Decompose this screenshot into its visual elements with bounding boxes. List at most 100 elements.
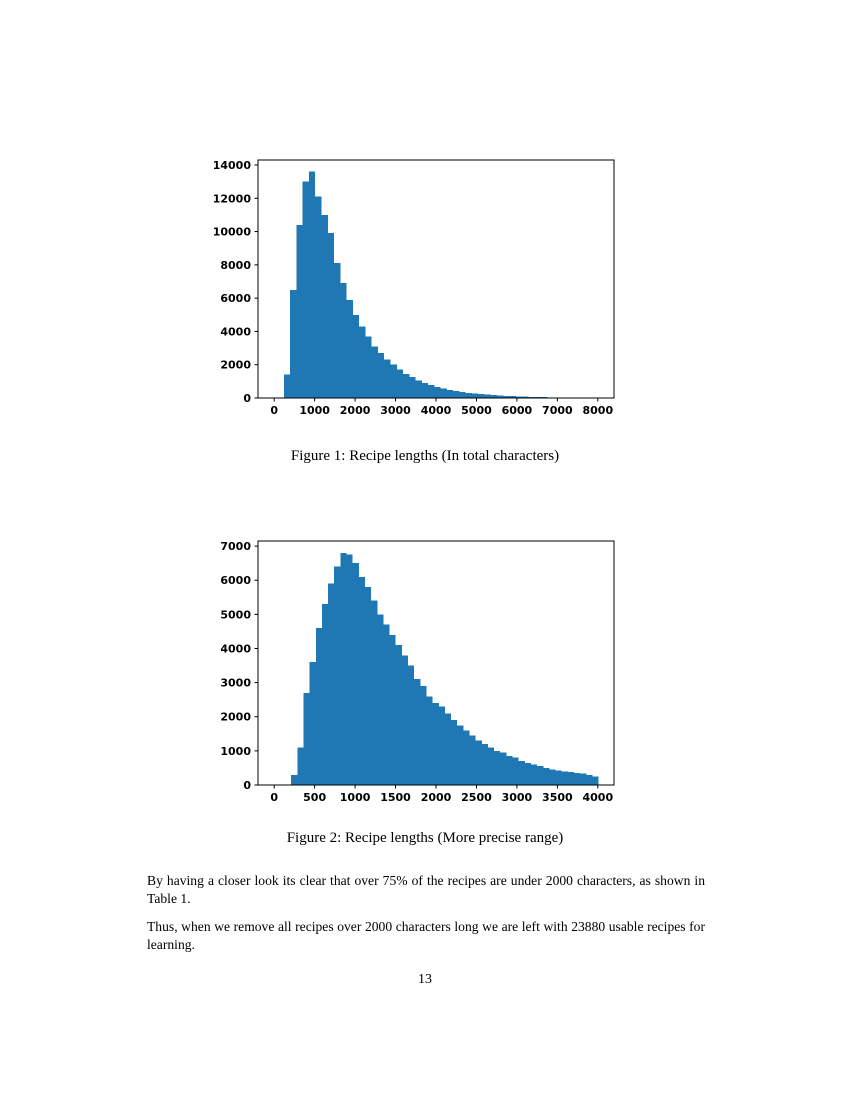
histogram-bar: [530, 764, 538, 785]
paragraph-remove-recipes: Thus, when we remove all recipes over 20…: [147, 918, 705, 952]
histogram-bar: [561, 771, 568, 785]
histogram-bar: [389, 634, 396, 785]
histogram-bar: [359, 326, 366, 398]
y-tick-label: 2000: [220, 711, 251, 724]
histogram-bar: [352, 563, 359, 785]
histogram-bar: [446, 390, 454, 398]
histogram-bar: [340, 552, 347, 785]
histogram-bar: [487, 747, 495, 785]
histogram-bar: [465, 392, 472, 398]
y-tick-label: 0: [243, 392, 251, 405]
histogram-bar: [328, 583, 335, 785]
x-tick-label: 5000: [461, 404, 492, 417]
histogram-bar: [586, 774, 593, 785]
histogram-bar: [409, 377, 416, 398]
recipe-lengths-precise-histogram-svg: 0 500 1000 1500 2000 2500 3000 3500 4000 0 1000 200…: [220, 540, 615, 804]
x-tick-label: 3000: [502, 791, 533, 804]
figure-2-caption: Figure 2: Recipe lengths (More precise r…: [286, 830, 564, 846]
histogram-bar: [377, 353, 385, 398]
histogram-bar: [574, 773, 581, 785]
histogram-bar: [494, 750, 501, 785]
histogram-bar: [321, 604, 329, 785]
histogram-bar: [428, 385, 435, 398]
histogram-bar: [549, 769, 556, 785]
histogram-bar: [438, 706, 445, 785]
histogram-bar: [334, 566, 341, 785]
histogram-bar: [302, 181, 309, 398]
histogram-bar: [459, 392, 466, 398]
histogram-bar: [475, 740, 482, 785]
histogram-bar: [509, 396, 516, 398]
histogram-bar: [469, 735, 476, 785]
histogram-bar: [580, 773, 587, 785]
x-tick-label: 2000: [421, 791, 452, 804]
histogram-bar: [365, 336, 372, 398]
histogram-bar: [352, 314, 360, 398]
histogram-bar: [403, 373, 410, 398]
histogram-bar: [512, 757, 519, 785]
y-tick-label: 4000: [220, 642, 251, 655]
histogram-bar: [396, 369, 404, 398]
histogram-bar: [463, 730, 470, 785]
page-number: 13: [418, 972, 432, 987]
x-tick-label: 1000: [299, 404, 330, 417]
y-tick-label: 5000: [220, 608, 251, 621]
histogram-bar: [522, 396, 529, 398]
figure-1-caption: Figure 1: Recipe lengths (In total chara…: [290, 448, 560, 464]
histogram-bar: [309, 662, 316, 785]
histogram-bar: [364, 587, 372, 785]
histogram-bar: [297, 747, 304, 785]
histogram-bar: [481, 744, 488, 785]
x-tick-label: 1000: [340, 791, 371, 804]
histogram-bar: [506, 755, 513, 785]
histogram-bar: [555, 770, 562, 785]
x-tick-label: 4000: [421, 404, 452, 417]
figure-2-histogram: 0 500 1000 1500 2000 2500 3000 3500 4000 0 1000 200…: [200, 533, 620, 816]
histogram-bar: [453, 391, 460, 398]
histogram-bar: [390, 364, 397, 398]
histogram-bar: [371, 600, 378, 785]
histogram-bar: [426, 696, 433, 785]
x-tick-label: 3000: [380, 404, 411, 417]
x-tick-label: 0: [270, 791, 278, 804]
histogram-bar: [472, 393, 479, 398]
histogram-bar: [358, 576, 365, 785]
histogram-bar: [518, 761, 525, 785]
x-tick-label: 2500: [461, 791, 492, 804]
x-tick-label: 500: [303, 791, 326, 804]
y-tick-label: 3000: [220, 677, 251, 690]
histogram-bar: [384, 359, 391, 398]
histogram-bar: [377, 614, 384, 785]
histogram-bar: [421, 383, 429, 398]
histogram-bar: [524, 762, 531, 785]
y-tick-label: 4000: [220, 325, 251, 338]
histogram-bar: [327, 233, 335, 398]
histogram-bar: [478, 394, 485, 398]
histogram-bar: [567, 772, 575, 785]
histogram-bar: [401, 655, 409, 785]
y-tick-label: 6000: [220, 292, 251, 305]
histogram-bar: [497, 395, 504, 398]
histogram-bar: [537, 766, 544, 785]
x-tick-label: 3500: [542, 791, 573, 804]
x-tick-label: 4000: [583, 791, 614, 804]
histogram-bar: [451, 720, 458, 785]
histogram-bar: [296, 224, 303, 398]
histogram-bar: [415, 380, 422, 398]
histogram-bar: [291, 774, 298, 785]
histogram-bar: [308, 171, 316, 398]
y-tick-label: 1000: [220, 745, 251, 758]
histogram-bar: [484, 394, 491, 398]
histogram-bar: [457, 725, 464, 785]
histogram-bar: [440, 388, 447, 398]
histogram-bar: [395, 645, 402, 785]
histogram-bar: [346, 554, 353, 785]
y-tick-label: 12000: [213, 192, 252, 205]
y-tick-label: 2000: [220, 359, 251, 372]
x-tick-label: 2000: [340, 404, 371, 417]
body-text: By having a closer look its clear that o…: [147, 872, 705, 964]
histogram-bar: [414, 679, 421, 785]
histogram-bar: [434, 387, 441, 398]
histogram-bar: [321, 214, 328, 398]
y-tick-label: 10000: [213, 226, 252, 239]
